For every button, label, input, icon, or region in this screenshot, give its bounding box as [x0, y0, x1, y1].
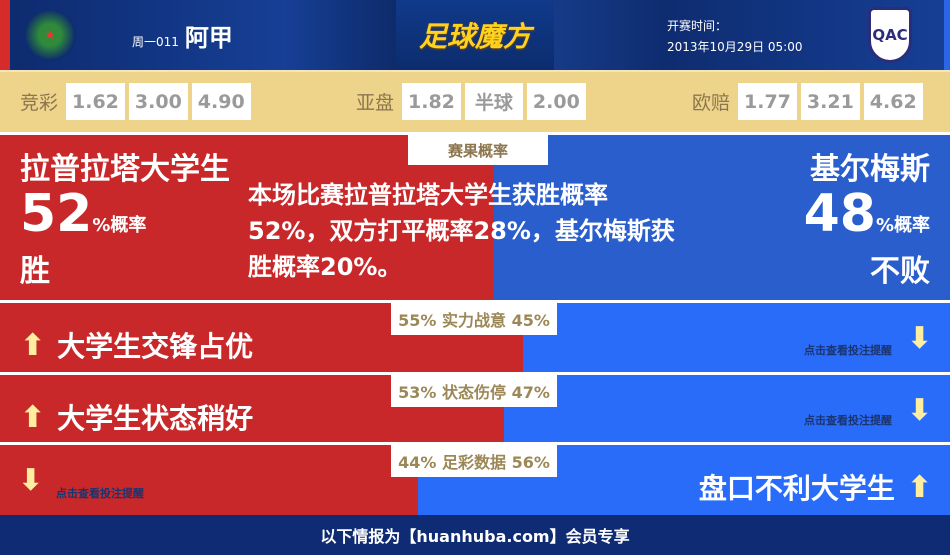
analysis-row[interactable]: 55% 实力战意 45% ⬆ 大学生交锋占优 点击查看投注提醒 ⬇: [0, 303, 950, 372]
odds-value: 1.77: [738, 83, 797, 120]
arrow-up-icon: ⬆: [20, 399, 46, 435]
result-tag: 赛果概率: [408, 135, 548, 165]
hint-text: 点击查看投注提醒: [804, 414, 892, 427]
home-result: 胜: [20, 254, 50, 289]
kickoff-value: 2013年10月29日 05:00: [667, 40, 803, 54]
away-team-name: 基尔梅斯: [810, 152, 930, 187]
odds-value: 4.62: [863, 83, 923, 120]
row-tag: 53% 状态伤停 47%: [391, 375, 557, 407]
betting-tip-link[interactable]: 点击查看投注提醒: [56, 485, 144, 501]
analysis-row[interactable]: 53% 状态伤停 47% ⬆ 大学生状态稍好 点击查看投注提醒 ⬇: [0, 375, 950, 442]
arrow-down-icon: ⬇: [906, 321, 932, 356]
home-share-fill: [0, 445, 418, 515]
hint-text: 点击查看投注提醒: [804, 344, 892, 357]
row-tag: 44% 足彩数据 56%: [391, 445, 557, 477]
row-conclusion: 盘口不利大学生: [698, 472, 895, 505]
away-team-logo: QAC: [868, 7, 912, 63]
pct-suffix: %概率: [875, 215, 930, 236]
arrow-down-icon: ⬇: [906, 393, 932, 428]
odds-value: 1.82: [402, 83, 461, 120]
odds-label: 欧赔: [692, 92, 731, 114]
pct-suffix: %概率: [92, 215, 147, 236]
odds-group-asian: 亚盘 1.82 半球 2.00: [356, 83, 586, 120]
odds-label: 竞彩: [20, 92, 59, 114]
odds-label: 亚盘: [356, 92, 395, 114]
away-pct-value: 48: [803, 184, 876, 244]
result-summary: 本场比赛拉普拉塔大学生获胜概率52%，双方打平概率28%，基尔梅斯获胜概率20%…: [248, 181, 675, 281]
odds-group-european: 欧赔 1.77 3.21 4.62: [692, 83, 923, 120]
home-team-logo: ★: [24, 9, 76, 61]
away-probability: 48%概率: [804, 186, 930, 254]
odds-group-jingcai: 竞彩 1.62 3.00 4.90: [20, 83, 251, 120]
league-name: 阿甲: [184, 24, 233, 52]
home-team-name: 拉普拉塔大学生: [20, 152, 230, 187]
betting-tip-link[interactable]: 点击查看投注提醒: [804, 342, 892, 358]
brand-logo: 足球魔方: [396, 0, 554, 70]
odds-value: 半球: [464, 83, 523, 120]
league-info: 周一011 阿甲: [132, 18, 233, 53]
arrow-up-icon: ⬆: [20, 327, 46, 363]
member-footer[interactable]: 以下情报为【huanhuba.com】会员专享: [0, 515, 950, 555]
odds-value: 3.00: [128, 83, 188, 120]
odds-value: 3.21: [800, 83, 860, 120]
analysis-row[interactable]: 44% 足彩数据 56% ⬇ 点击查看投注提醒 盘口不利大学生 ⬆: [0, 445, 950, 515]
home-pct-value: 52: [20, 184, 93, 244]
odds-value: 1.62: [66, 83, 125, 120]
home-probability: 52%概率: [20, 186, 146, 254]
row-conclusion: 大学生交锋占优: [57, 330, 254, 363]
row-conclusion: 大学生状态稍好: [57, 402, 254, 435]
odds-value: 4.90: [191, 83, 251, 120]
away-result: 不败: [870, 254, 930, 289]
odds-bar: 竞彩 1.62 3.00 4.90 亚盘 1.82 半球 2.00 欧赔 1.7…: [0, 70, 950, 132]
arrow-down-icon: ⬇: [18, 463, 44, 498]
kickoff-time: 开赛时间： 2013年10月29日 05:00: [667, 16, 802, 58]
betting-tip-link[interactable]: 点击查看投注提醒: [804, 412, 892, 428]
arrow-up-icon: ⬆: [906, 469, 932, 505]
row-tag: 55% 实力战意 45%: [391, 303, 557, 335]
hint-text: 点击查看投注提醒: [56, 487, 144, 500]
home-color-bar: [0, 0, 10, 70]
match-header: ★ 周一011 阿甲 足球魔方 开赛时间： 2013年10月29日 05:00 …: [0, 0, 950, 70]
away-color-bar: [944, 0, 950, 70]
match-number: 周一011: [132, 35, 179, 49]
odds-value: 2.00: [526, 83, 586, 120]
kickoff-label: 开赛时间：: [667, 19, 728, 33]
